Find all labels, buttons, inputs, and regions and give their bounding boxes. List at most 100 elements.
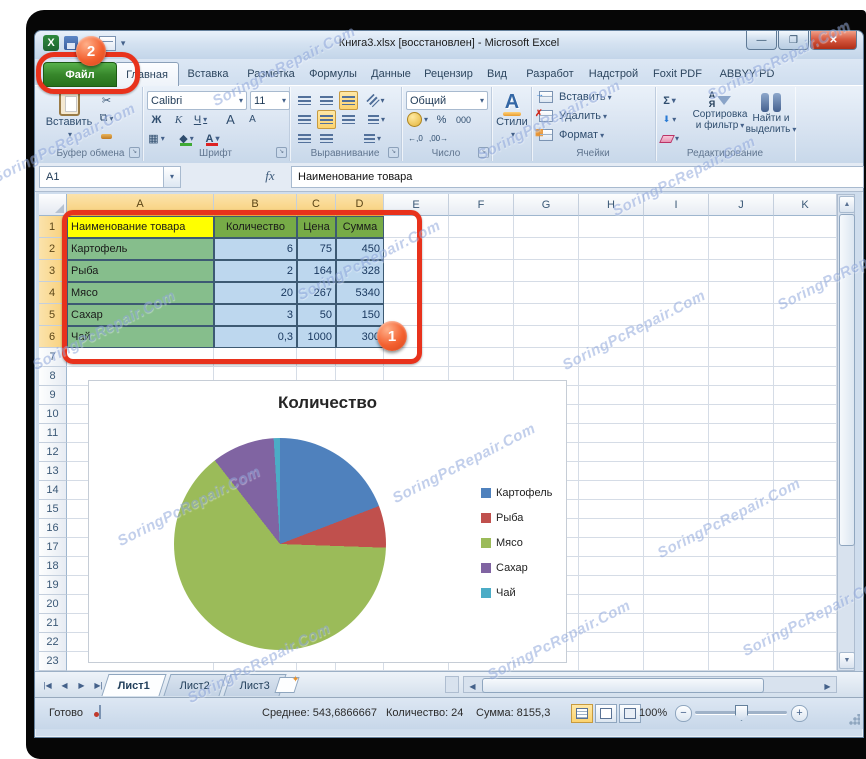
cell-D4[interactable]: 5340 [336,282,384,304]
cell-E6[interactable] [384,326,449,348]
sheet-tab-лист2[interactable]: Лист2 [163,674,227,696]
legend-item-Сахар[interactable]: Сахар [481,562,552,574]
cell-G4[interactable] [514,282,579,304]
cell-F5[interactable] [449,304,514,326]
cell-K7[interactable] [774,348,837,367]
cell-H4[interactable] [579,282,644,304]
cell-H17[interactable] [579,538,644,557]
cell-D1[interactable]: Сумма [336,216,384,238]
cell-A5[interactable]: Сахар [67,304,214,326]
cell-G5[interactable] [514,304,579,326]
cell-K22[interactable] [774,633,837,652]
column-header-F[interactable]: F [449,194,514,216]
legend-item-Рыба[interactable]: Рыба [481,512,552,524]
cell-J19[interactable] [709,576,774,595]
column-header-J[interactable]: J [709,194,774,216]
row-header-8[interactable]: 8 [39,367,67,386]
tab-foxit-pdf[interactable]: Foxit PDF [653,67,702,80]
increase-indent-icon[interactable] [317,129,336,148]
alignment-dialog-launcher-icon[interactable]: ↘ [388,147,399,158]
cell-H18[interactable] [579,557,644,576]
last-sheet-icon[interactable]: ▶| [94,680,103,690]
cell-K14[interactable] [774,481,837,500]
scroll-up-icon[interactable]: ▲ [839,196,855,213]
cell-C3[interactable]: 164 [297,260,336,282]
cell-G6[interactable] [514,326,579,348]
decrease-indent-icon[interactable] [295,129,314,148]
cell-H8[interactable] [579,367,644,386]
cell-J11[interactable] [709,424,774,443]
paste-button[interactable]: Вставить [45,89,93,148]
next-sheet-icon[interactable]: ▶ [78,680,85,690]
row-header-10[interactable]: 10 [39,405,67,424]
tab-вставка[interactable]: Вставка [187,67,229,80]
cell-I1[interactable] [644,216,709,238]
cell-K2[interactable] [774,238,837,260]
cell-J21[interactable] [709,614,774,633]
cell-K20[interactable] [774,595,837,614]
legend-item-Чай[interactable]: Чай [481,587,552,599]
cell-B1[interactable]: Количество [214,216,297,238]
cell-J23[interactable] [709,652,774,671]
number-dialog-launcher-icon[interactable]: ↘ [478,147,489,158]
cell-B5[interactable]: 3 [214,304,297,326]
tab-разметка[interactable]: Разметка [247,67,295,80]
cell-G3[interactable] [514,260,579,282]
close-button[interactable]: ✕ [810,31,857,50]
row-header-18[interactable]: 18 [39,557,67,576]
align-top-icon[interactable] [295,91,314,110]
tab-file[interactable]: Файл [43,62,117,87]
cell-H5[interactable] [579,304,644,326]
insert-worksheet-icon[interactable] [274,677,300,693]
cell-J20[interactable] [709,595,774,614]
tab-надстрой[interactable]: Надстрой [588,67,639,80]
cell-H7[interactable] [579,348,644,367]
legend-item-Картофель[interactable]: Картофель [481,487,552,499]
copy-icon[interactable]: ⧉ [97,109,116,128]
cell-I22[interactable] [644,633,709,652]
cell-K15[interactable] [774,500,837,519]
underline-button[interactable]: Ч [191,110,210,129]
cell-E7[interactable] [384,348,449,367]
cell-K5[interactable] [774,304,837,326]
cell-K21[interactable] [774,614,837,633]
cell-J14[interactable] [709,481,774,500]
cell-C6[interactable]: 1000 [297,326,336,348]
zoom-slider-handle[interactable] [735,705,748,721]
cell-I8[interactable] [644,367,709,386]
format-painter-icon[interactable] [97,127,116,146]
cell-J12[interactable] [709,443,774,462]
cell-I4[interactable] [644,282,709,304]
row-header-20[interactable]: 20 [39,595,67,614]
row-header-14[interactable]: 14 [39,481,67,500]
accounting-format-icon[interactable] [406,110,429,129]
cell-J17[interactable] [709,538,774,557]
cell-E5[interactable] [384,304,449,326]
first-sheet-icon[interactable]: |◀ [43,680,52,690]
align-middle-icon[interactable] [317,91,336,110]
pie-chart[interactable]: Количество Картофель Рыба Мясо Сахар Чай [88,380,567,663]
cell-F1[interactable] [449,216,514,238]
tab-abbyy-pd[interactable]: ABBYY PD [719,67,775,80]
tab-вид[interactable]: Вид [487,67,507,80]
row-header-21[interactable]: 21 [39,614,67,633]
cell-C2[interactable]: 75 [297,238,336,260]
row-header-22[interactable]: 22 [39,633,67,652]
zoom-out-icon[interactable]: − [675,705,692,722]
cell-H16[interactable] [579,519,644,538]
scroll-left-icon[interactable]: ◀ [469,681,476,691]
clear-eraser-icon[interactable] [659,129,680,148]
delete-cells-button[interactable]: Удалить [559,110,607,122]
cell-J15[interactable] [709,500,774,519]
cell-I15[interactable] [644,500,709,519]
cell-J16[interactable] [709,519,774,538]
cell-C4[interactable]: 267 [297,282,336,304]
cell-H23[interactable] [579,652,644,671]
shrink-font-button[interactable]: А [249,114,256,125]
cell-I11[interactable] [644,424,709,443]
cell-H14[interactable] [579,481,644,500]
excel-logo-icon[interactable]: X [43,35,59,51]
cell-H19[interactable] [579,576,644,595]
select-all-corner[interactable] [39,194,67,216]
